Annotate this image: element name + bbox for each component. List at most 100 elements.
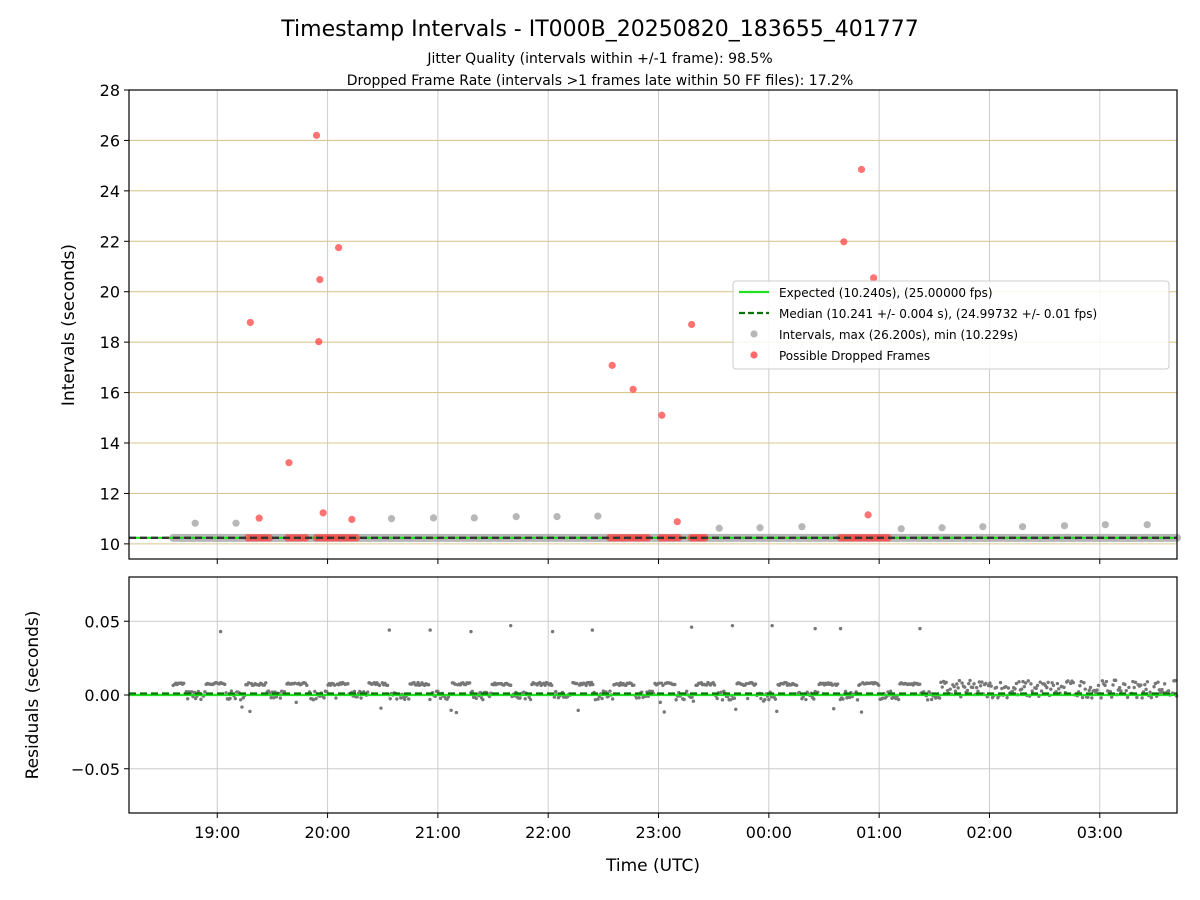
residual-point <box>948 687 952 691</box>
residual-point <box>734 707 738 712</box>
top-axes: 10 12 14 16 18 20 22 24 26 28 <box>100 81 1101 564</box>
dropped-frame-point <box>864 511 872 519</box>
residual-point <box>855 698 860 702</box>
residual-outlier-point <box>813 626 817 631</box>
x-tick-label: 22:00 <box>525 823 571 842</box>
residual-point <box>385 683 390 688</box>
residual-point <box>403 697 407 702</box>
residual-point <box>745 696 750 701</box>
dropped-frame-point <box>870 274 878 282</box>
residual-point <box>957 678 962 683</box>
residual-point <box>732 696 737 700</box>
interval-point <box>798 523 806 531</box>
bottom-plot-frame <box>128 576 1178 814</box>
residual-point <box>977 680 982 684</box>
residual-point <box>830 683 835 687</box>
x-tick-label: 23:00 <box>635 823 681 842</box>
residual-point <box>1127 685 1131 690</box>
residual-point <box>841 697 845 701</box>
residual-point <box>596 697 600 701</box>
residual-point <box>550 683 554 688</box>
residual-point <box>199 697 203 702</box>
residual-point <box>426 683 431 687</box>
residual-point <box>944 680 948 685</box>
residual-point <box>600 696 604 701</box>
residual-point <box>662 710 666 714</box>
residual-point <box>238 698 243 702</box>
interval-point <box>938 524 946 532</box>
residual-point <box>1062 685 1066 690</box>
top-y-tick-label: 14 <box>100 434 120 453</box>
top-y-tick-label: 16 <box>100 384 120 403</box>
residual-point <box>358 689 362 694</box>
dropped-frame-point <box>246 318 254 327</box>
residual-point <box>986 683 991 688</box>
dropped-frame-point <box>352 534 361 542</box>
residual-point <box>518 696 522 700</box>
residual-point <box>939 680 943 685</box>
residual-point <box>1160 687 1164 692</box>
residual-point <box>1017 680 1021 684</box>
residual-point <box>584 683 588 688</box>
residual-point <box>940 685 944 689</box>
residual-point <box>1051 683 1056 688</box>
interval-point <box>594 512 602 520</box>
residual-point <box>1066 679 1070 683</box>
bottom-y-axis-label: Residuals (seconds) <box>23 611 43 780</box>
dropped-frame-point <box>608 361 616 369</box>
residual-point <box>1132 685 1136 690</box>
residual-point <box>1131 679 1135 684</box>
dropped-frame-point <box>265 534 273 542</box>
residual-point <box>1117 686 1122 690</box>
residual-point <box>1029 682 1033 686</box>
residual-point <box>1173 678 1177 683</box>
residual-point <box>436 689 440 694</box>
residual-point <box>877 683 881 688</box>
residual-point <box>416 680 420 685</box>
residual-point <box>1143 682 1147 687</box>
residual-point <box>481 697 485 702</box>
residual-point <box>753 682 758 686</box>
residual-point <box>812 697 816 701</box>
residual-point <box>1080 695 1085 700</box>
residual-point <box>945 688 950 693</box>
bottom-series <box>129 623 1179 715</box>
residual-point <box>956 686 960 690</box>
residual-point <box>847 695 852 700</box>
residual-point <box>272 696 276 700</box>
residual-point <box>453 682 457 686</box>
residual-point <box>248 709 252 714</box>
dropped-frame-point <box>658 411 666 419</box>
interval-point <box>553 513 561 521</box>
residual-point <box>937 696 942 700</box>
residual-point <box>575 681 579 686</box>
residual-point <box>576 708 580 713</box>
residual-outlier-point <box>218 629 223 634</box>
residual-outlier-point <box>428 628 432 632</box>
residual-point <box>674 698 678 702</box>
residual-point <box>474 696 478 701</box>
legend-intervals-swatch <box>750 330 758 338</box>
residual-point <box>953 689 958 693</box>
interval-point <box>512 513 520 521</box>
dropped-frame-point <box>688 320 696 329</box>
residual-point <box>712 683 717 687</box>
interval-point <box>715 524 723 532</box>
residual-point <box>1026 679 1030 683</box>
residual-point <box>918 682 922 686</box>
residual-point <box>1094 690 1098 695</box>
residual-point <box>1096 683 1101 688</box>
x-tick-label: 02:00 <box>966 823 1012 842</box>
residual-point <box>522 690 526 694</box>
residual-point <box>203 690 207 694</box>
chart-subtitle-dropped: Dropped Frame Rate (intervals >1 frames … <box>347 73 854 89</box>
dropped-frame-point <box>312 131 321 139</box>
residual-point <box>1086 695 1090 699</box>
residual-point <box>554 689 558 694</box>
residual-point <box>988 681 992 685</box>
residual-outlier-point <box>770 623 774 628</box>
residual-point <box>685 689 689 693</box>
chart-title: Timestamp Intervals - IT000B_20250820_18… <box>280 17 918 42</box>
residual-point <box>1030 689 1034 693</box>
dropped-frame-point <box>285 459 293 467</box>
